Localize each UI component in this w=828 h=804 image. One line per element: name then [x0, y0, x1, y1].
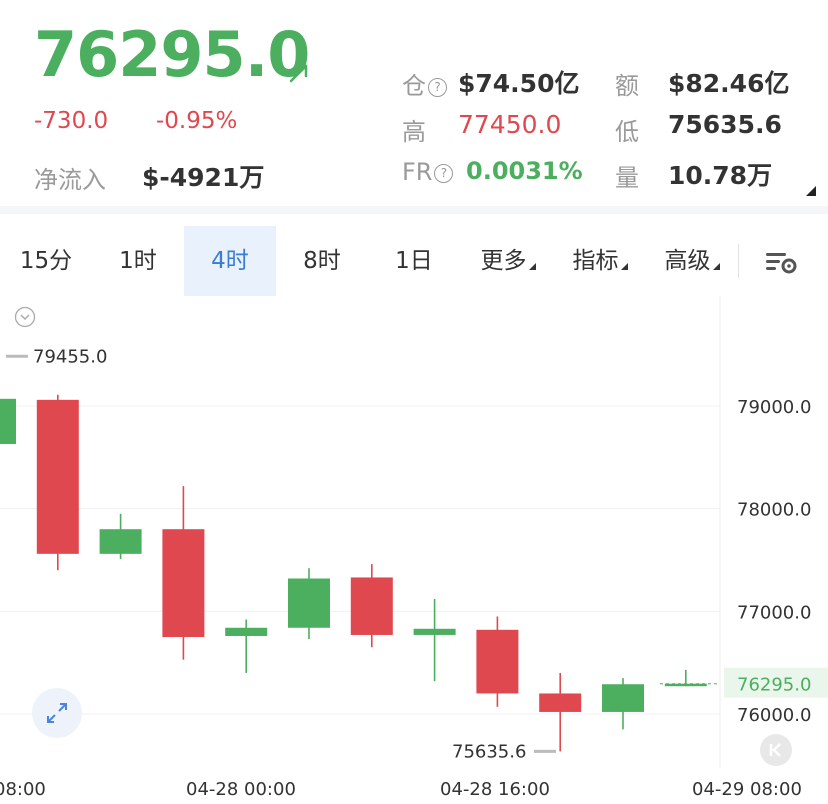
- price-change-percent: -0.95%: [156, 108, 238, 134]
- help-icon[interactable]: ?: [428, 77, 447, 97]
- chart-settings-icon[interactable]: [765, 248, 799, 276]
- candle: [162, 486, 205, 660]
- x-tick-label: 04-29 08:00: [692, 779, 802, 800]
- open-interest-label[interactable]: 仓?: [402, 66, 447, 101]
- y-tick-label: 79000.0: [737, 397, 811, 418]
- candle-body: [539, 693, 582, 712]
- expand-stats-icon[interactable]: [806, 186, 816, 196]
- min-marker-label: 75635.6: [452, 741, 526, 762]
- expand-icon: [47, 703, 67, 723]
- candle-body: [225, 627, 268, 636]
- candle: [225, 619, 268, 673]
- high-value: 77450.0: [458, 110, 562, 139]
- volume-label: 量: [615, 164, 639, 192]
- max-marker-label: 79455.0: [33, 346, 107, 367]
- candle: [602, 678, 644, 730]
- tab-divider: [738, 244, 739, 278]
- up-right-arrow-icon: [289, 64, 308, 83]
- open-interest-value: $74.50亿: [458, 69, 580, 98]
- jump-to-latest-icon: [769, 743, 781, 757]
- tab-advanced[interactable]: 高级: [646, 226, 738, 296]
- funding-rate-value: 0.0031%: [466, 157, 583, 185]
- candle-body: [288, 578, 330, 628]
- help-icon[interactable]: ?: [434, 163, 454, 183]
- candle: [539, 672, 582, 752]
- chevron-down-icon[interactable]: [14, 306, 36, 328]
- candle: [288, 568, 330, 640]
- price-change: -730.0: [34, 108, 109, 134]
- y-tick-label: 76000.0: [737, 705, 811, 726]
- candle-body: [350, 577, 393, 635]
- candle-body: [0, 398, 16, 444]
- candle: [36, 394, 79, 571]
- divider: [0, 206, 828, 214]
- candle: [0, 398, 16, 444]
- last-price-label: 76295.0: [737, 675, 811, 696]
- low-value: 75635.6: [668, 110, 782, 139]
- candle-body: [99, 529, 142, 554]
- tab-1d[interactable]: 1日: [395, 248, 433, 274]
- dropdown-icon: [620, 263, 628, 270]
- expand-button[interactable]: [32, 688, 82, 738]
- candle-body: [162, 529, 205, 637]
- y-tick-label: 77000.0: [737, 602, 811, 623]
- volume-value: 10.78万: [668, 161, 773, 190]
- dropdown-icon: [528, 263, 536, 270]
- netflow-value: $-4921万: [142, 163, 265, 192]
- x-tick-label: 04-28 00:00: [186, 779, 296, 800]
- candle-body: [476, 629, 519, 694]
- candle: [413, 599, 456, 682]
- funding-rate-label[interactable]: FR?: [402, 158, 454, 186]
- candle-body: [36, 399, 79, 554]
- candle-body: [602, 684, 644, 712]
- tab-4h[interactable]: 4时: [184, 226, 276, 296]
- x-tick-label: 08:00: [0, 779, 46, 800]
- candle: [476, 616, 519, 707]
- netflow-label: 净流入: [34, 166, 106, 194]
- jump-to-latest-button[interactable]: [760, 734, 792, 766]
- tab-1h[interactable]: 1时: [119, 248, 157, 274]
- low-label: 低: [615, 118, 639, 146]
- last-price-tag: [724, 667, 828, 698]
- turnover-label: 额: [615, 72, 639, 100]
- candle: [99, 513, 142, 559]
- turnover-value: $82.46亿: [668, 69, 790, 98]
- candle-body: [413, 628, 456, 635]
- x-tick-label: 04-28 16:00: [440, 779, 550, 800]
- y-tick-label: 78000.0: [737, 500, 811, 521]
- last-price: 76295.0: [34, 18, 310, 91]
- tab-indicators[interactable]: 指标: [554, 226, 646, 296]
- tab-15m[interactable]: 15分: [19, 248, 73, 274]
- high-label: 高: [402, 118, 426, 146]
- candle: [350, 564, 393, 648]
- tab-8h[interactable]: 8时: [303, 248, 341, 274]
- interval-tabs: 15分 1时 4时 8时 1日 更多 指标 高级: [0, 226, 828, 296]
- candle-body: [664, 683, 707, 687]
- candlestick-chart[interactable]: 79000.0 78000.0 77000.0 76000.0 76295.0 79455…: [0, 296, 828, 804]
- tab-more[interactable]: 更多: [462, 226, 554, 296]
- dropdown-icon: [712, 263, 720, 270]
